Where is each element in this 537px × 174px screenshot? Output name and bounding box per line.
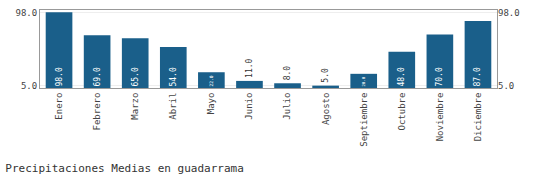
svg-text:Junio: Junio: [244, 93, 254, 120]
svg-text:20.0: 20.0: [361, 76, 366, 86]
svg-text:Enero: Enero: [54, 93, 64, 120]
svg-text:Mayo: Mayo: [206, 93, 216, 115]
svg-text:87.0: 87.0: [473, 67, 482, 86]
svg-text:Abril: Abril: [168, 93, 178, 120]
svg-text:69.0: 69.0: [93, 67, 102, 86]
svg-text:5.0: 5.0: [321, 68, 330, 83]
svg-text:5.0: 5.0: [21, 81, 37, 91]
svg-text:22.0: 22.0: [209, 75, 214, 86]
svg-text:Marzo: Marzo: [130, 93, 140, 120]
svg-text:70.0: 70.0: [435, 67, 444, 86]
svg-text:54.0: 54.0: [169, 67, 178, 86]
svg-text:48.0: 48.0: [397, 67, 406, 86]
svg-text:11.0: 11.0: [245, 58, 254, 77]
svg-text:8.0: 8.0: [283, 66, 292, 81]
svg-text:65.0: 65.0: [131, 67, 140, 86]
svg-text:Septiembre: Septiembre: [359, 93, 369, 147]
svg-text:98.0: 98.0: [16, 8, 38, 18]
svg-text:Diciembre: Diciembre: [473, 93, 483, 142]
svg-text:98.0: 98.0: [55, 67, 64, 86]
svg-text:Precipitaciones Medias en guad: Precipitaciones Medias en guadarrama: [5, 162, 243, 174]
svg-text:5.0: 5.0: [498, 81, 514, 91]
svg-text:Agosto: Agosto: [321, 93, 331, 126]
svg-text:Octubre: Octubre: [397, 93, 407, 131]
svg-text:Julio: Julio: [282, 93, 292, 120]
svg-text:98.0: 98.0: [498, 8, 520, 18]
svg-text:Noviembre: Noviembre: [435, 93, 445, 142]
svg-text:Febrero: Febrero: [92, 93, 102, 131]
